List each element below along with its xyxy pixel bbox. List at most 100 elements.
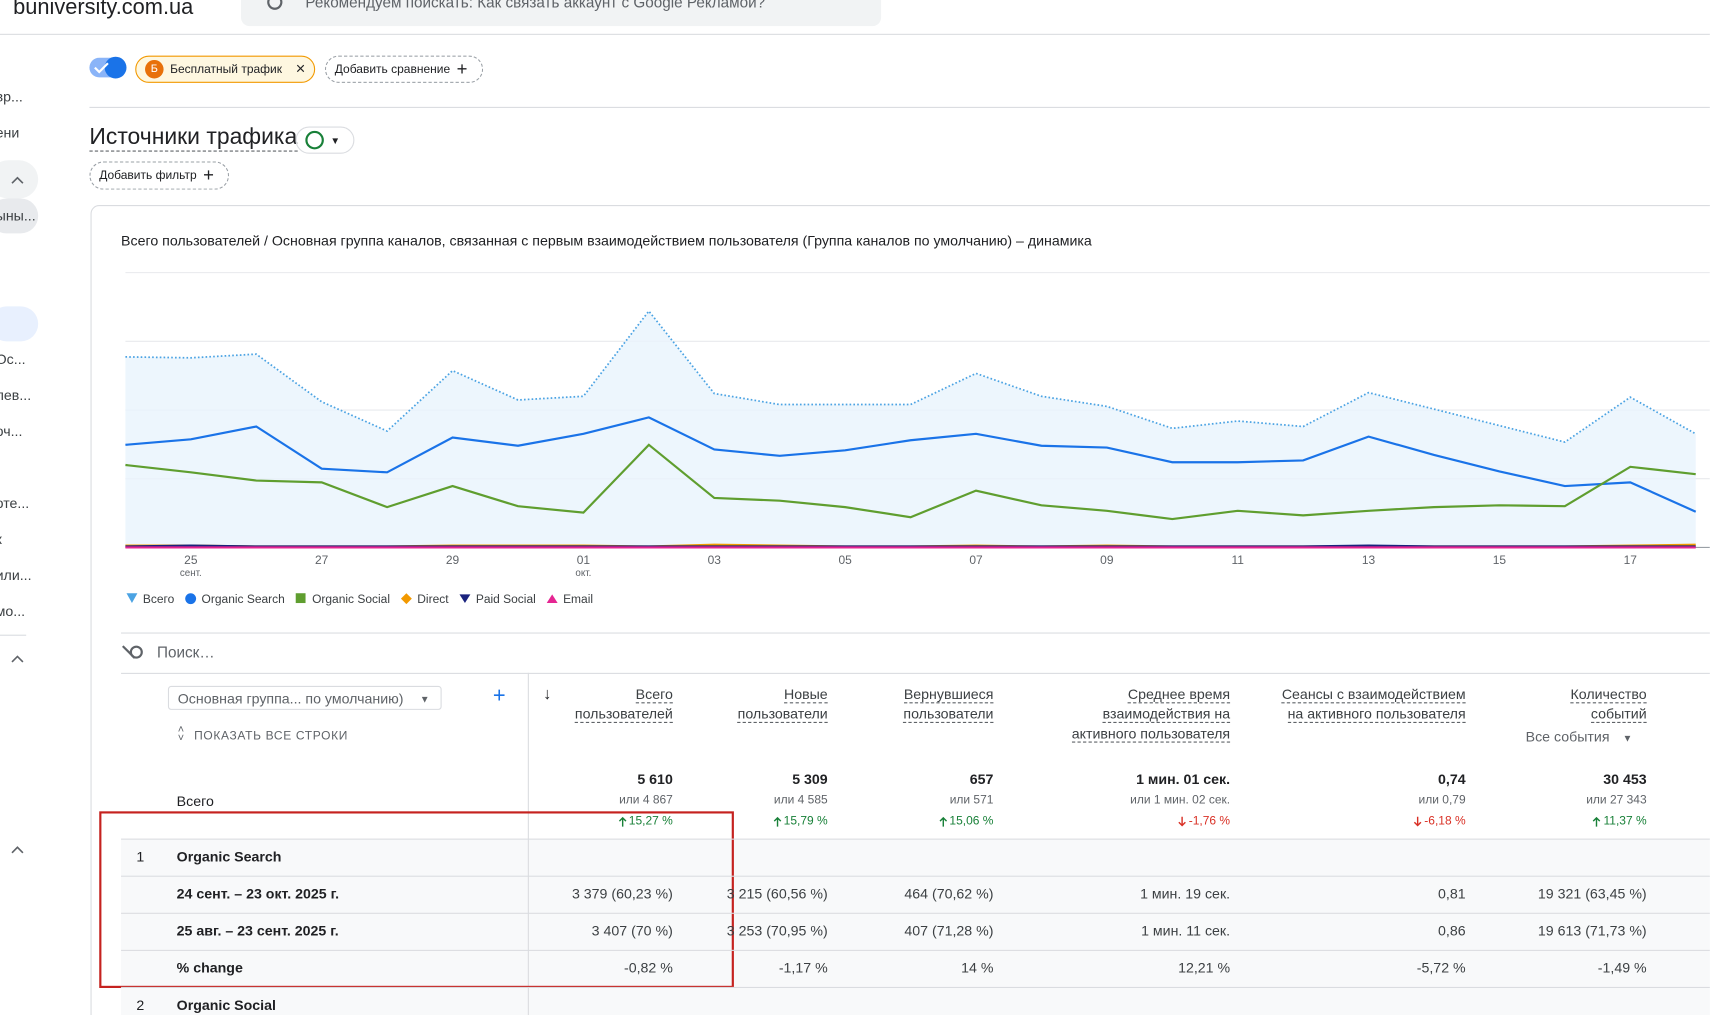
total-value: 30 453 — [1603, 770, 1647, 788]
cell: 0,81 — [1438, 885, 1466, 902]
events-select[interactable]: Все события — [1525, 728, 1610, 745]
column-header[interactable]: Сеансы с взаимодействием — [1281, 685, 1466, 704]
column-header[interactable]: событий — [1590, 705, 1647, 724]
nav-item[interactable]: ени — [0, 124, 20, 141]
cell: 12,21 % — [1178, 959, 1231, 976]
sort-icon[interactable]: ↓ — [543, 684, 552, 704]
row-border — [121, 875, 1710, 877]
row-band — [121, 876, 1710, 913]
add-comparison[interactable]: Добавить сравнение + — [324, 55, 484, 83]
nav-item[interactable]: Ос... — [0, 351, 26, 368]
report-title: Источники трафика — [89, 124, 298, 152]
row-index: 2 — [136, 996, 145, 1014]
row-band — [121, 913, 1710, 950]
row-border — [121, 672, 1710, 674]
add-filter-label: Добавить фильтр — [99, 169, 197, 183]
cell: 3 379 (60,23 %) — [571, 885, 673, 902]
x-tick-label: 05 — [838, 553, 852, 567]
total-change: 15,27 % — [628, 814, 673, 828]
column-header[interactable]: на активного пользователя — [1287, 705, 1466, 724]
search-hint: Рекомендуем поискать: Как связать аккаун… — [305, 0, 766, 11]
status-chip[interactable]: ▼ — [295, 126, 355, 154]
column-header[interactable]: активного пользователя — [1071, 725, 1231, 743]
site-name[interactable]: buniversity.com.ua — [13, 0, 194, 20]
legend-label: Organic Social — [312, 592, 390, 606]
cell: 3 253 (70,95 %) — [726, 922, 828, 939]
nav-item[interactable]: лев... — [0, 387, 32, 404]
nav-item[interactable]: ыны... — [0, 207, 36, 224]
cell: -5,72 % — [1416, 959, 1466, 976]
show-all-rows[interactable]: ПОКАЗАТЬ ВСЕ СТРОКИ — [194, 729, 349, 743]
cell: 1 мин. 19 сек. — [1140, 885, 1231, 902]
column-header[interactable]: Количество — [1570, 685, 1647, 704]
total-compare: или 27 343 — [1586, 793, 1647, 807]
row-label: % change — [176, 959, 243, 976]
line — [125, 309, 1697, 444]
segment-label: Бесплатный трафик — [170, 62, 282, 76]
column-header[interactable]: взаимодействия на — [1102, 705, 1231, 724]
nav-item[interactable]: оте... — [0, 495, 30, 512]
chart-title: Всего пользователей / Основная группа ка… — [121, 232, 1092, 249]
legend-label: Всего — [143, 592, 175, 606]
nav-item[interactable]: к — [0, 531, 2, 547]
x-tick-label: 25 — [184, 553, 198, 567]
dimension-label: Основная группа... по умолчанию) — [177, 690, 404, 707]
row-band — [121, 839, 1710, 876]
total-compare: или 1 мин. 02 сек. — [1130, 793, 1231, 807]
x-tick-label: 17 — [1624, 553, 1638, 567]
x-tick-label: 27 — [315, 553, 329, 567]
x-tick-label: 15 — [1493, 553, 1507, 567]
change-arrow — [1413, 816, 1422, 827]
row-border — [121, 838, 1710, 840]
column-header[interactable]: Среднее время — [1127, 685, 1231, 704]
search-box[interactable] — [241, 0, 882, 27]
legend-label: Organic Search — [202, 592, 285, 606]
legend-label: Email — [563, 592, 593, 606]
add-dimension[interactable]: + — [492, 683, 506, 708]
cell: 3 215 (60,56 %) — [726, 885, 828, 902]
row-border — [121, 912, 1710, 914]
line — [125, 416, 1697, 513]
column-header[interactable]: Всего — [635, 685, 673, 704]
nav-item[interactable]: или... — [0, 567, 32, 584]
cell: 19 613 (71,73 %) — [1537, 922, 1647, 939]
nav-item[interactable]: мо... — [0, 603, 26, 620]
change-arrow — [939, 816, 948, 827]
legend-marker — [400, 593, 412, 605]
total-value: 1 мин. 01 сек. — [1136, 770, 1231, 788]
x-tick-sublabel: окт. — [575, 568, 591, 579]
total-label: Всего — [176, 792, 214, 810]
column-header[interactable]: пользователи — [737, 705, 828, 724]
column-header[interactable]: Вернувшиеся — [903, 685, 994, 704]
nav-pill — [0, 306, 39, 342]
total-compare: или 4 867 — [619, 793, 673, 807]
row-name: Organic Social — [176, 996, 276, 1014]
x-tick-label: 09 — [1100, 553, 1114, 567]
line — [125, 443, 1696, 521]
total-value: 5 309 — [792, 770, 828, 788]
cell: -0,82 % — [623, 959, 673, 976]
table-search[interactable]: Поиск… — [157, 643, 215, 661]
area — [125, 311, 1696, 548]
segment-chip[interactable]: Б Бесплатный трафик × — [135, 55, 316, 83]
expand-icon: ˄ ˅ — [177, 724, 185, 745]
legend-label: Paid Social — [476, 592, 536, 606]
nav-item[interactable]: оч... — [0, 423, 23, 440]
row-band — [121, 950, 1710, 987]
column-header[interactable]: пользователи — [903, 705, 994, 724]
column-header[interactable]: пользователей — [574, 705, 673, 724]
total-compare: или 0,79 — [1418, 793, 1466, 807]
row-name: Organic Search — [176, 848, 282, 865]
dimension-select[interactable]: Основная группа... по умолчанию) ▼ — [167, 685, 442, 710]
legend-label: Direct — [417, 592, 449, 606]
add-filter[interactable]: Добавить фильтр + — [89, 161, 230, 190]
total-value: 5 610 — [637, 770, 673, 788]
column-header[interactable]: Новые — [783, 685, 828, 704]
cell: 3 407 (70 %) — [591, 922, 673, 939]
x-tick-label: 01 — [577, 553, 591, 567]
nav-item[interactable]: вр... — [0, 88, 23, 105]
cell: 0,86 — [1438, 922, 1466, 939]
x-tick-label: 03 — [708, 553, 722, 567]
x-tick-label: 11 — [1231, 553, 1244, 567]
